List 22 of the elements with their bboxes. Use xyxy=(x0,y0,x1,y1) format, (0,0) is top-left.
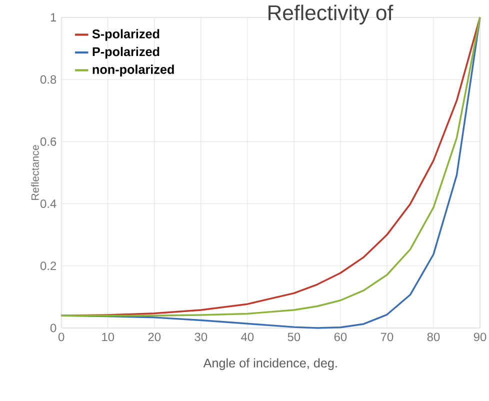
y-tick-label: 0.6 xyxy=(40,137,56,146)
x-axis-title: Angle of incidence, deg. xyxy=(203,358,337,370)
x-tick-label: 40 xyxy=(241,332,254,342)
legend-label: non-polarized xyxy=(92,64,174,76)
y-tick-label: 0.8 xyxy=(40,75,56,84)
x-tick-label: 20 xyxy=(148,332,161,342)
x-tick-label: 10 xyxy=(102,332,114,342)
legend-label: S-polarized xyxy=(92,29,160,41)
y-tick-label: 1 xyxy=(50,13,56,22)
y-tick-label: 0.4 xyxy=(40,200,56,208)
x-tick-label: 70 xyxy=(380,332,394,342)
x-tick-label: 0 xyxy=(58,332,64,342)
chart-title: Reflectivity of xyxy=(268,4,394,25)
x-tick-label: 60 xyxy=(334,332,347,342)
legend-label: P-polarized xyxy=(92,46,160,59)
x-tick-label: 30 xyxy=(194,332,208,342)
x-tick-label: 90 xyxy=(474,332,486,342)
x-tick-label: 80 xyxy=(427,332,440,342)
x-tick-label: 50 xyxy=(288,332,300,342)
y-axis-title: Reflectance xyxy=(31,145,39,200)
y-tick-label: 0 xyxy=(50,324,56,332)
y-tick-label: 0.2 xyxy=(40,262,56,270)
